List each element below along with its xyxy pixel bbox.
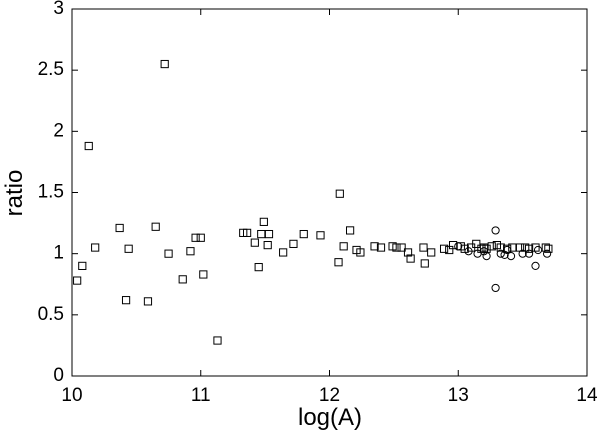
point-square	[339, 242, 348, 251]
point-square	[257, 229, 266, 239]
point-square	[243, 228, 252, 237]
point-square	[524, 244, 534, 253]
point-square	[541, 243, 550, 252]
point-circle	[479, 247, 489, 256]
point-square	[264, 229, 274, 239]
point-circle	[482, 252, 491, 261]
point-square	[406, 254, 415, 263]
y-tick-label: 2	[53, 120, 64, 141]
point-square	[531, 243, 540, 252]
point-circle	[518, 249, 527, 258]
point-square	[335, 189, 344, 198]
point-square	[420, 259, 429, 268]
point-square	[299, 229, 308, 239]
point-circle	[503, 245, 512, 255]
point-square	[73, 276, 82, 285]
point-square	[334, 258, 343, 267]
x-tick-label: 11	[191, 385, 211, 406]
y-tick-label: 3	[53, 0, 64, 19]
x-axis-label: log(A)	[298, 404, 362, 431]
y-tick-label: 1	[53, 243, 64, 264]
point-square	[160, 59, 169, 69]
point-square	[186, 247, 195, 256]
point-circle	[531, 261, 540, 270]
point-square	[356, 248, 365, 257]
point-circle	[491, 283, 500, 293]
point-square	[376, 243, 386, 252]
point-circle	[524, 249, 534, 258]
x-tick-label: 10	[61, 385, 82, 406]
point-square	[397, 243, 406, 252]
point-square	[143, 297, 153, 306]
point-square	[121, 296, 131, 305]
point-square	[151, 222, 160, 231]
point-square	[479, 243, 489, 252]
point-square	[164, 249, 173, 258]
point-square	[392, 243, 401, 252]
y-tick-label: 0	[53, 365, 64, 386]
x-tick-label: 14	[576, 385, 598, 406]
point-square	[254, 263, 263, 272]
point-square	[91, 243, 100, 252]
point-square	[115, 223, 124, 233]
point-square	[199, 270, 208, 279]
point-circle	[491, 226, 500, 235]
point-square	[124, 244, 133, 253]
y-axis-label: ratio	[1, 170, 28, 217]
point-square	[178, 275, 187, 284]
point-square	[472, 239, 481, 248]
point-circle	[496, 249, 505, 258]
point-square	[508, 243, 517, 252]
point-square	[370, 242, 379, 251]
point-square	[487, 242, 496, 251]
plot-frame	[71, 8, 588, 377]
y-tick-label: 2.5	[38, 59, 64, 80]
point-circle	[464, 247, 473, 256]
point-square	[427, 248, 436, 257]
point-square	[250, 238, 259, 247]
y-tick-label: 1.5	[38, 182, 64, 203]
point-square	[449, 241, 458, 250]
point-square	[346, 226, 355, 235]
point-square	[259, 217, 268, 226]
point-square	[213, 336, 222, 345]
point-square	[439, 244, 449, 253]
point-square	[419, 243, 428, 252]
point-square	[544, 244, 553, 253]
point-square	[263, 241, 272, 250]
point-square	[191, 233, 200, 242]
point-circle	[506, 252, 516, 261]
x-tick-label: 13	[448, 385, 469, 406]
point-circle	[500, 250, 509, 259]
point-circle	[533, 245, 543, 255]
y-tick-label: 0.5	[38, 304, 64, 325]
point-circle	[542, 249, 552, 258]
point-square	[196, 233, 205, 242]
point-square	[84, 141, 93, 151]
x-tick-label: 12	[319, 385, 340, 406]
point-square	[289, 239, 298, 248]
point-square	[403, 248, 413, 257]
point-circle	[454, 242, 463, 251]
point-square	[316, 231, 325, 240]
point-square	[279, 248, 288, 257]
point-square	[78, 261, 87, 270]
